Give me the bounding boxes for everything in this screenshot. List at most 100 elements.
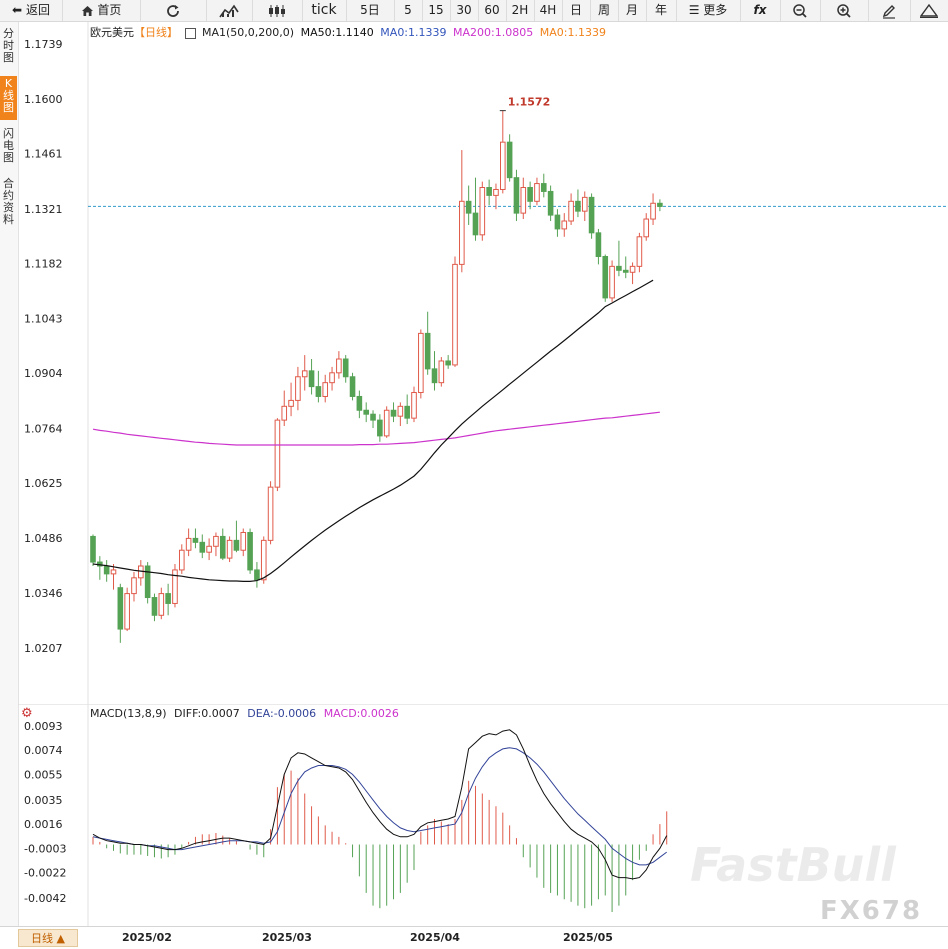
more-button[interactable]: ☰ 更多 — [676, 0, 741, 21]
zoom-out-button[interactable] — [780, 0, 821, 21]
refresh-icon — [165, 3, 181, 17]
period-year[interactable]: 年 — [646, 0, 677, 21]
candle-body — [131, 577, 137, 595]
candle-body — [124, 593, 130, 630]
y-tick-label: 1.1739 — [24, 38, 63, 51]
refresh-button[interactable] — [140, 0, 207, 21]
tick-button[interactable]: tick — [302, 0, 347, 21]
candle-body — [554, 214, 561, 230]
candle-body — [165, 593, 171, 604]
macd-chart[interactable]: 0.0093 0.0074 0.0055 0.0035 0.0016 -0.0003 -0.… — [18, 704, 948, 926]
candle-body — [240, 531, 247, 551]
tab-intraday[interactable]: 分时图 — [3, 27, 14, 64]
candle-body — [493, 188, 499, 196]
candle-body — [158, 593, 165, 616]
period-30min[interactable]: 30 — [450, 0, 479, 21]
candle-body — [295, 376, 301, 401]
back-button[interactable]: ⬅ 返回 — [0, 0, 63, 21]
y-tick-label: 1.0486 — [24, 532, 63, 545]
candle-body — [151, 597, 158, 616]
candle-body — [301, 370, 308, 378]
candle-body — [588, 196, 595, 234]
candle-body — [486, 187, 492, 196]
indicator-icon[interactable] — [184, 27, 196, 39]
candle-body — [370, 413, 376, 421]
fx678-watermark: FX678 — [820, 896, 923, 926]
date-label-may: 2025/05 — [563, 931, 613, 944]
zoom-out-icon — [792, 3, 808, 18]
formula-button[interactable]: fx — [740, 0, 781, 21]
zoom-in-button[interactable] — [820, 0, 869, 21]
candle-body — [103, 565, 110, 575]
back-label: 返回 — [25, 3, 50, 17]
period-label: 5日 — [360, 3, 380, 17]
period-15min[interactable]: 15 — [422, 0, 451, 21]
period-label: 日 — [569, 3, 582, 17]
period-60min[interactable]: 60 — [478, 0, 507, 21]
candle-body — [506, 141, 513, 179]
zoom-in-icon — [836, 3, 852, 18]
period-4h[interactable]: 4H — [534, 0, 563, 21]
candle-body — [213, 535, 219, 547]
tab-lightning[interactable]: 闪电图 — [3, 127, 14, 164]
tab-kline[interactable]: K线图 — [0, 76, 17, 120]
period-5day[interactable]: 5日 — [346, 0, 395, 21]
candle-body — [254, 569, 260, 581]
candle-body — [452, 263, 458, 366]
home-button[interactable]: 首页 — [62, 0, 141, 21]
main-price-chart[interactable]: 1.1739 1.1600 1.1461 1.1321 1.1182 1.1043 1.09… — [18, 22, 948, 704]
candle-body — [609, 265, 615, 299]
period-select-button[interactable]: 日线 ▲ — [18, 929, 78, 947]
candle-body — [616, 265, 622, 271]
y-tick-label: 1.0764 — [24, 422, 63, 435]
candle-body — [144, 565, 151, 599]
candle-body — [267, 486, 274, 541]
y-tick-label: 1.0625 — [24, 477, 63, 490]
candle-type-button[interactable] — [252, 0, 303, 21]
period-5min[interactable]: 5 — [394, 0, 423, 21]
fastbull-watermark: FastBull — [690, 838, 896, 892]
date-label-apr: 2025/04 — [410, 931, 460, 944]
period-tag: 【日线】 — [134, 26, 178, 39]
candle-body — [342, 358, 349, 378]
date-axis-bar: 日线 ▲ 2025/02 2025/03 2025/04 2025/05 — [0, 926, 948, 949]
symbol-name: 欧元美元 — [90, 26, 134, 39]
dea-value: DEA:-0.0006 — [247, 707, 317, 720]
period-month[interactable]: 月 — [618, 0, 647, 21]
draw-button[interactable] — [868, 0, 911, 21]
candle-body — [418, 332, 424, 394]
ma0-value-orange: MA0:1.1339 — [539, 26, 606, 39]
period-label: 15 — [428, 3, 444, 17]
triangle-tool-button[interactable] — [910, 0, 948, 21]
ma-indicator-name: MA1(50,0,200,0) — [202, 26, 295, 39]
candle-body — [459, 200, 465, 265]
candle-body — [534, 183, 540, 202]
y-tick-label: 1.0904 — [24, 367, 63, 380]
macd-value: MACD:0.0026 — [323, 707, 399, 720]
chart-type-button[interactable] — [206, 0, 253, 21]
candle-body — [643, 218, 650, 238]
tab-contract-info[interactable]: 合约资料 — [3, 177, 14, 226]
period-2h[interactable]: 2H — [506, 0, 535, 21]
macd-y-tick-label: 0.0074 — [24, 744, 63, 757]
pencil-icon — [881, 3, 897, 19]
candle-body — [247, 531, 253, 571]
candle-body — [568, 200, 574, 222]
candle-body — [288, 399, 294, 407]
candle-body — [377, 419, 383, 437]
candle-body — [117, 587, 124, 630]
settings-gear-icon[interactable]: ⚙ — [21, 706, 33, 721]
candle-body — [636, 236, 643, 267]
period-week[interactable]: 周 — [590, 0, 619, 21]
period-day[interactable]: 日 — [562, 0, 591, 21]
period-select-label: 日线 — [31, 932, 54, 945]
period-label: 月 — [625, 3, 638, 17]
triangle-icon — [919, 3, 939, 18]
candle-body — [595, 232, 602, 258]
y-tick-label: 1.1043 — [24, 312, 63, 325]
ma50-value: MA50:1.1140 — [300, 26, 374, 39]
sidebar: 分时图 K线图 闪电图 合约资料 — [0, 22, 19, 948]
high-price-label: 1.1572 — [508, 96, 550, 109]
period-label: 4H — [539, 3, 557, 17]
candle-body — [274, 419, 281, 488]
